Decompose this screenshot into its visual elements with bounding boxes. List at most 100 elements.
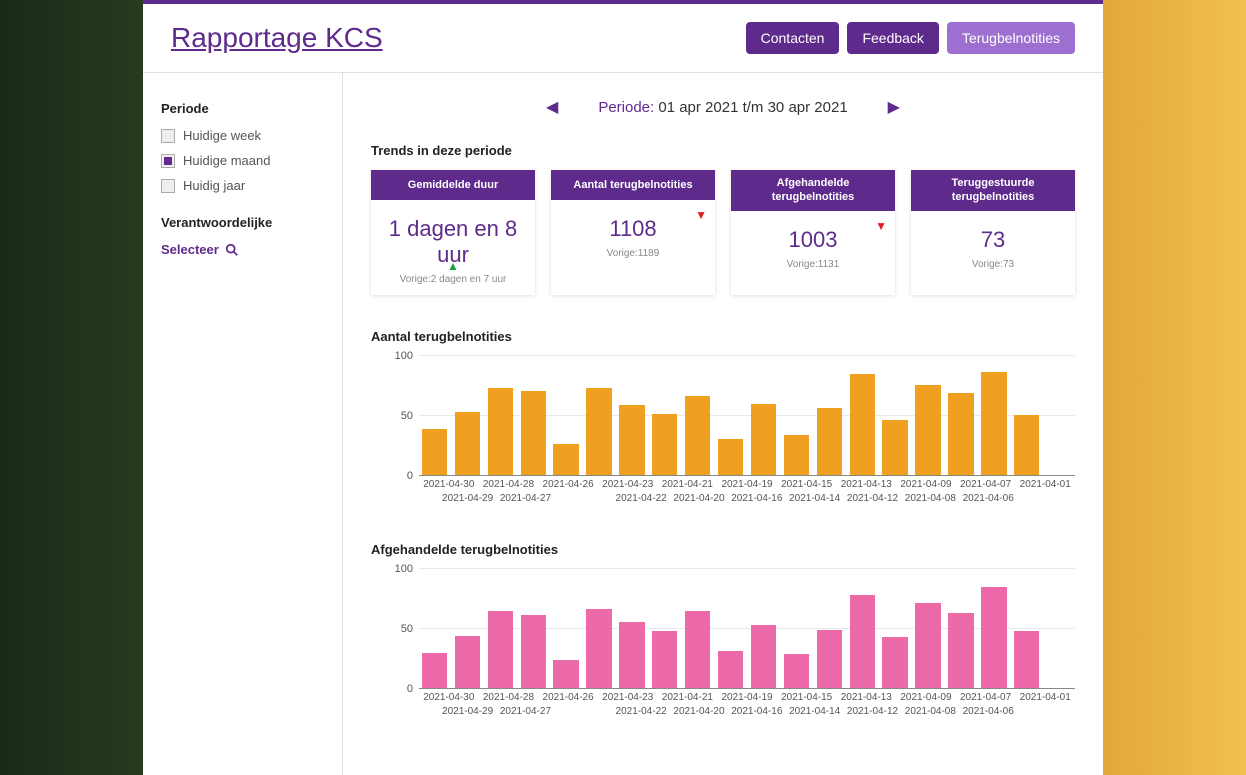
period-option-label: Huidige week bbox=[183, 128, 261, 143]
bar[interactable] bbox=[882, 420, 907, 476]
bar[interactable] bbox=[652, 414, 677, 476]
bar[interactable] bbox=[488, 388, 513, 476]
bar[interactable] bbox=[488, 611, 513, 689]
bar[interactable] bbox=[915, 385, 940, 476]
bars bbox=[419, 569, 1075, 689]
x-tick bbox=[554, 705, 612, 719]
bar[interactable] bbox=[521, 615, 546, 689]
chart-area: 0501002021-04-302021-04-282021-04-262021… bbox=[371, 356, 1075, 516]
bar[interactable] bbox=[455, 412, 480, 476]
bar-slot bbox=[485, 611, 516, 689]
bar-slot bbox=[649, 631, 680, 689]
bar[interactable] bbox=[751, 404, 776, 476]
bar[interactable] bbox=[685, 611, 710, 689]
period-nav: ◀ Periode: 01 apr 2021 t/m 30 apr 2021 ▶ bbox=[371, 97, 1075, 117]
x-tick: 2021-04-20 bbox=[670, 492, 728, 506]
nav-btn-contacten[interactable]: Contacten bbox=[746, 22, 840, 54]
bar[interactable] bbox=[1014, 415, 1039, 476]
bar[interactable] bbox=[1014, 631, 1039, 689]
responsible-selecteer[interactable]: Selecteer bbox=[161, 242, 324, 257]
bar-slot bbox=[419, 653, 450, 689]
nav-btn-terugbelnotities[interactable]: Terugbelnotities bbox=[947, 22, 1075, 54]
period-options: Huidige week Huidige maand Huidig jaar bbox=[161, 128, 324, 193]
bar[interactable] bbox=[553, 444, 578, 476]
x-row-top: 2021-04-302021-04-282021-04-262021-04-23… bbox=[419, 478, 1075, 492]
search-icon bbox=[225, 243, 239, 257]
nav-btn-feedback[interactable]: Feedback bbox=[847, 22, 938, 54]
page-title[interactable]: Rapportage KCS bbox=[171, 22, 383, 54]
x-tick: 2021-04-08 bbox=[901, 705, 959, 719]
y-tick: 50 bbox=[401, 623, 413, 635]
bar[interactable] bbox=[586, 609, 611, 689]
bar[interactable] bbox=[422, 653, 447, 689]
bar-slot bbox=[978, 587, 1009, 689]
period-option-label: Huidige maand bbox=[183, 153, 270, 168]
bar-slot bbox=[1011, 415, 1042, 476]
bar[interactable] bbox=[981, 372, 1006, 476]
x-tick: 2021-04-09 bbox=[896, 478, 956, 492]
x-tick: 2021-04-14 bbox=[786, 705, 844, 719]
trend-card-body: ▼1003Vorige:1131 bbox=[731, 211, 895, 280]
radio-icon bbox=[161, 154, 175, 168]
chart-plot: 2021-04-302021-04-282021-04-262021-04-23… bbox=[419, 356, 1075, 516]
bar-slot bbox=[913, 385, 944, 476]
bar-slot bbox=[452, 412, 483, 476]
bar[interactable] bbox=[817, 408, 842, 476]
bar[interactable] bbox=[850, 595, 875, 689]
y-tick: 100 bbox=[395, 350, 413, 362]
bar[interactable] bbox=[553, 660, 578, 689]
bar[interactable] bbox=[882, 637, 907, 689]
trend-card-title: Teruggestuurde terugbelnotities bbox=[911, 170, 1075, 211]
period-option[interactable]: Huidig jaar bbox=[161, 178, 324, 193]
x-tick: 2021-04-15 bbox=[777, 478, 837, 492]
period-option[interactable]: Huidige week bbox=[161, 128, 324, 143]
bar[interactable] bbox=[784, 435, 809, 476]
bar[interactable] bbox=[948, 613, 973, 689]
bar[interactable] bbox=[586, 388, 611, 476]
bar[interactable] bbox=[784, 654, 809, 689]
x-tick: 2021-04-01 bbox=[1015, 478, 1075, 492]
responsible-heading: Verantwoordelijke bbox=[161, 215, 324, 230]
bar[interactable] bbox=[817, 630, 842, 689]
x-tick: 2021-04-27 bbox=[497, 492, 555, 506]
trend-card-prev: Vorige:73 bbox=[917, 259, 1069, 270]
period-next-icon[interactable]: ▶ bbox=[888, 97, 900, 117]
bar-slot bbox=[913, 603, 944, 689]
radio-icon bbox=[161, 129, 175, 143]
bar-slot bbox=[880, 637, 911, 689]
trend-card-value: 1108 bbox=[557, 216, 709, 242]
bar[interactable] bbox=[652, 631, 677, 689]
bar[interactable] bbox=[422, 429, 447, 476]
x-tick: 2021-04-29 bbox=[439, 492, 497, 506]
x-tick: 2021-04-19 bbox=[717, 478, 777, 492]
nav-buttons: ContactenFeedback Terugbelnotities bbox=[746, 22, 1075, 54]
bar[interactable] bbox=[915, 603, 940, 689]
period-prev-icon[interactable]: ◀ bbox=[546, 97, 558, 117]
bar[interactable] bbox=[455, 636, 480, 689]
bar[interactable] bbox=[685, 396, 710, 476]
bar[interactable] bbox=[981, 587, 1006, 689]
y-tick: 100 bbox=[395, 563, 413, 575]
bar-slot bbox=[781, 654, 812, 689]
bar-slot bbox=[715, 439, 746, 476]
bar-slot bbox=[682, 611, 713, 689]
trend-card: Afgehandelde terugbelnotities▼1003Vorige… bbox=[731, 170, 895, 295]
period-range: 01 apr 2021 t/m 30 apr 2021 bbox=[658, 99, 847, 116]
bar[interactable] bbox=[850, 374, 875, 476]
bar[interactable] bbox=[619, 622, 644, 689]
trend-card-title: Aantal terugbelnotities bbox=[551, 170, 715, 200]
bar[interactable] bbox=[751, 625, 776, 689]
content: ◀ Periode: 01 apr 2021 t/m 30 apr 2021 ▶… bbox=[343, 73, 1103, 775]
trend-card-value: 73 bbox=[917, 227, 1069, 253]
bar[interactable] bbox=[718, 439, 743, 476]
radio-icon bbox=[161, 179, 175, 193]
bar[interactable] bbox=[718, 651, 743, 689]
x-tick: 2021-04-07 bbox=[956, 691, 1016, 705]
x-row-bottom: 2021-04-292021-04-272021-04-222021-04-20… bbox=[419, 492, 1075, 506]
x-tick bbox=[554, 492, 612, 506]
bar-slot bbox=[814, 408, 845, 476]
period-option[interactable]: Huidige maand bbox=[161, 153, 324, 168]
bar[interactable] bbox=[948, 393, 973, 476]
bar[interactable] bbox=[619, 405, 644, 476]
bar[interactable] bbox=[521, 391, 546, 476]
